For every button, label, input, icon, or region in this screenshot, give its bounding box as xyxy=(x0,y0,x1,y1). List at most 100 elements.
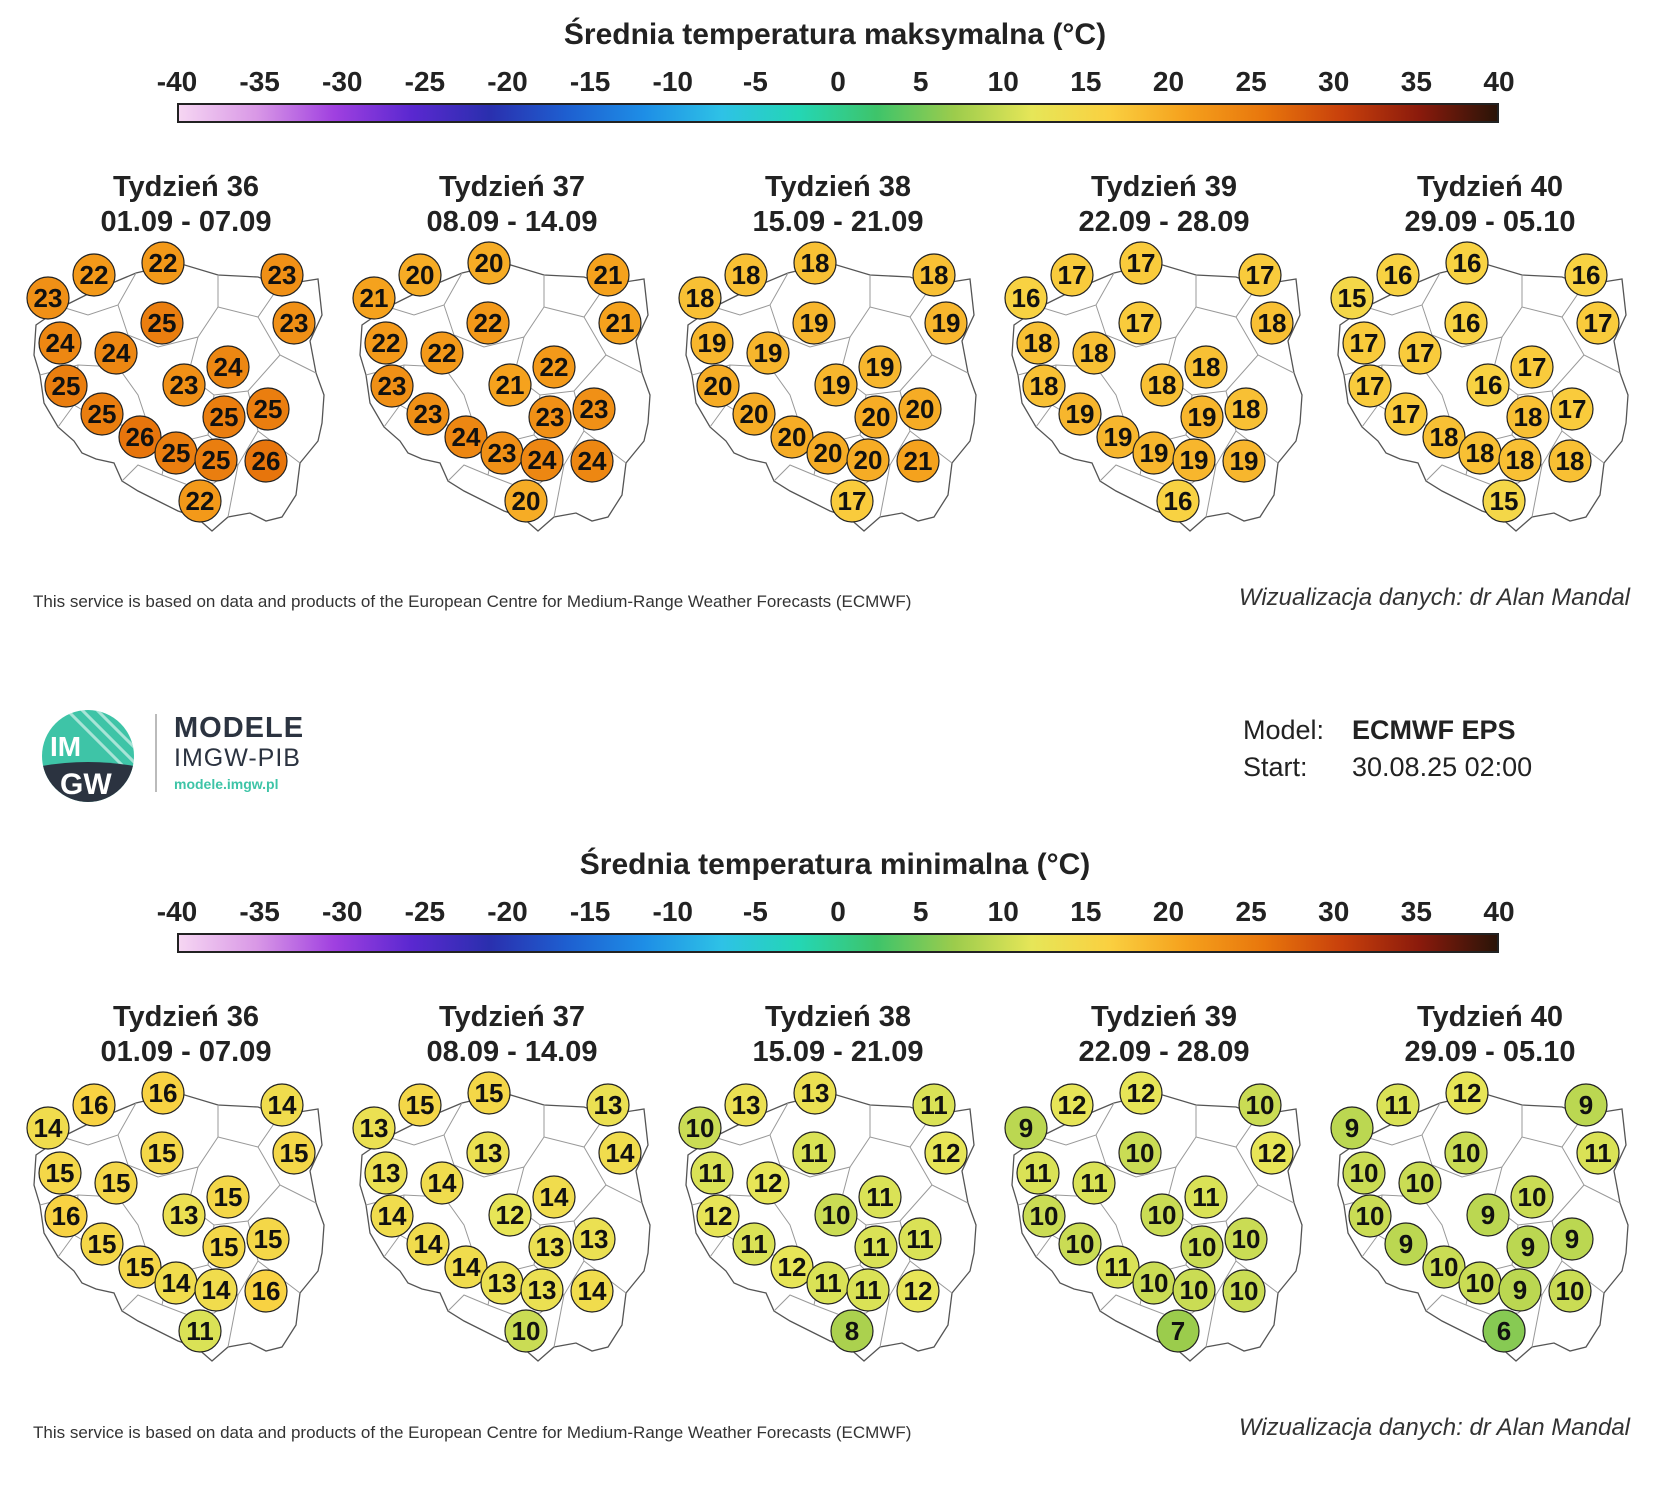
station-marker: 17 xyxy=(1348,364,1392,408)
station-marker: 11 xyxy=(1184,1175,1228,1219)
station-circle xyxy=(272,301,316,345)
colorbar-tick-label: -35 xyxy=(239,896,280,927)
station-marker: 11 xyxy=(1096,1245,1140,1289)
region-border xyxy=(1531,1294,1543,1348)
station-value: 11 xyxy=(854,1275,882,1305)
station-marker: 11 xyxy=(1072,1161,1116,1205)
station-circle xyxy=(528,395,572,439)
colorbar-tick-label: 5 xyxy=(912,896,929,927)
region-border xyxy=(1095,1105,1197,1178)
station-value: 16 xyxy=(1453,248,1482,278)
station-marker: 13 xyxy=(572,1217,616,1261)
station-marker: 13 xyxy=(352,1106,396,1150)
station-circle xyxy=(504,479,548,523)
station-circle xyxy=(1224,387,1268,431)
station-value: 15 xyxy=(1338,283,1367,313)
station-marker: 19 xyxy=(746,331,790,375)
imgw-logo-icon: IM GW xyxy=(42,710,134,802)
station-value: 25 xyxy=(210,402,239,432)
station-marker: 18 xyxy=(724,253,768,297)
station-marker: 22 xyxy=(364,321,408,365)
station-circle xyxy=(690,1151,734,1195)
region-border xyxy=(713,272,789,316)
temperature-colorbar xyxy=(177,103,1499,123)
station-marker: 23 xyxy=(260,253,304,297)
station-marker: 22 xyxy=(141,241,185,285)
station-value: 17 xyxy=(1392,399,1421,429)
station-circle xyxy=(570,439,614,483)
station-circle xyxy=(467,1071,511,1115)
station-circle xyxy=(272,1131,316,1175)
station-circle xyxy=(1466,1193,1510,1237)
station-value: 18 xyxy=(1258,308,1287,338)
station-value: 15 xyxy=(254,1224,283,1254)
station-marker: 15 xyxy=(206,1175,250,1219)
station-value: 23 xyxy=(170,370,199,400)
station-circle xyxy=(586,1083,630,1127)
region-border xyxy=(879,1294,891,1348)
station-marker: 10 xyxy=(1022,1194,1066,1238)
station-value: 12 xyxy=(754,1168,783,1198)
station-circle xyxy=(1022,364,1066,408)
station-marker: 18 xyxy=(912,253,956,297)
model-label: Model: xyxy=(1243,715,1325,745)
station-marker: 21 xyxy=(488,363,532,407)
station-circle xyxy=(1445,1071,1489,1115)
panel-title: Średnia temperatura maksymalna (°C) xyxy=(563,18,1107,51)
station-marker: 16 xyxy=(1445,241,1489,285)
station-value: 18 xyxy=(1466,438,1495,468)
station-marker: 9 xyxy=(1498,1268,1542,1312)
station-circle xyxy=(1384,1222,1428,1266)
region-border xyxy=(773,1294,815,1312)
station-marker: 20 xyxy=(504,479,548,523)
colorbar-tick-label: -10 xyxy=(652,66,693,97)
station-marker: 16 xyxy=(44,1194,88,1238)
station-circle xyxy=(80,1222,124,1266)
station-circle xyxy=(770,1245,814,1289)
station-marker: 13 xyxy=(480,1261,524,1305)
station-marker: 22 xyxy=(532,345,576,389)
station-value: 22 xyxy=(149,248,178,278)
station-value: 9 xyxy=(1481,1200,1495,1230)
station-marker: 10 xyxy=(1444,1131,1488,1175)
station-marker: 18 xyxy=(1224,387,1268,431)
station-circle xyxy=(94,1161,138,1205)
region-border xyxy=(769,366,801,426)
station-value: 10 xyxy=(512,1316,541,1346)
station-value: 14 xyxy=(578,1276,607,1306)
station-circle xyxy=(1119,1071,1163,1115)
station-circle xyxy=(406,1222,450,1266)
station-value: 23 xyxy=(488,438,517,468)
station-value: 17 xyxy=(1127,248,1156,278)
station-value: 21 xyxy=(360,283,389,313)
station-marker: 25 xyxy=(44,364,88,408)
station-circle xyxy=(846,1268,890,1312)
station-marker: 11 xyxy=(732,1222,776,1266)
station-value: 16 xyxy=(1452,308,1481,338)
station-circle xyxy=(1510,345,1554,389)
station-marker: 17 xyxy=(830,479,874,523)
station-value: 15 xyxy=(126,1252,155,1282)
station-circle xyxy=(26,276,70,320)
station-value: 20 xyxy=(906,394,935,424)
station-circle xyxy=(118,1245,162,1289)
station-circle xyxy=(44,364,88,408)
region-border xyxy=(61,1102,137,1146)
station-marker: 14 xyxy=(598,1131,642,1175)
station-circle xyxy=(466,1131,510,1175)
station-circle xyxy=(1184,1175,1228,1219)
station-value: 20 xyxy=(862,402,891,432)
region-border xyxy=(227,464,239,518)
station-circle xyxy=(830,479,874,523)
station-marker: 11 xyxy=(792,1131,836,1175)
station-value: 10 xyxy=(1430,1252,1459,1282)
station-marker: 11 xyxy=(178,1309,222,1353)
station-value: 12 xyxy=(496,1200,525,1230)
station-value: 10 xyxy=(1518,1182,1547,1212)
station-marker: 11 xyxy=(858,1175,902,1219)
station-circle xyxy=(1498,1268,1542,1312)
station-marker: 21 xyxy=(598,301,642,345)
station-value: 11 xyxy=(1192,1182,1220,1212)
region-border xyxy=(1421,366,1453,426)
